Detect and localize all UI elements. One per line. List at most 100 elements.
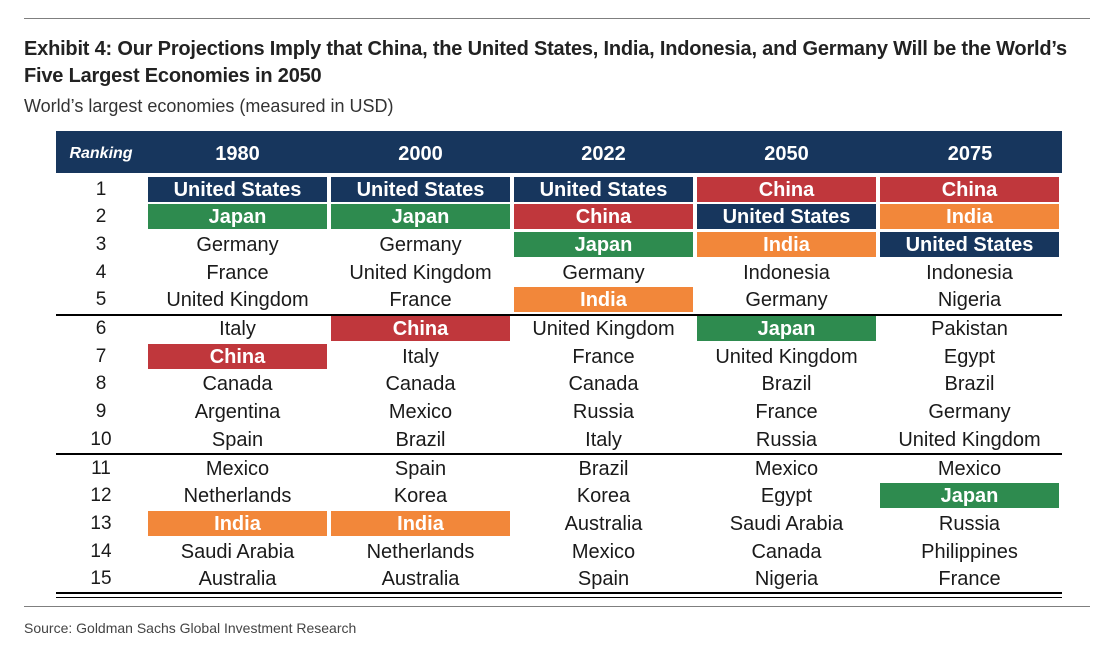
country-cell: United Kingdom bbox=[715, 345, 858, 368]
exhibit-subtitle: World’s largest economies (measured in U… bbox=[24, 96, 394, 116]
country-cell: France bbox=[206, 261, 269, 284]
country-cell: Spain bbox=[211, 428, 264, 451]
table-bottom-rule bbox=[56, 597, 1062, 598]
country-cell: Italy bbox=[585, 428, 622, 451]
country-cell: Spain bbox=[577, 568, 630, 591]
year-header: 2000 bbox=[398, 143, 443, 165]
rank-number: 12 bbox=[90, 485, 112, 507]
country-cell: China bbox=[331, 316, 510, 341]
country-cell: Japan bbox=[331, 204, 510, 230]
table-header: Ranking 1980 2000 2022 2050 2075 bbox=[56, 131, 1062, 173]
country-cell: France bbox=[755, 401, 818, 424]
country-cell: Germany bbox=[379, 233, 462, 256]
country-cell: Canada bbox=[751, 540, 822, 563]
country-cell: Korea bbox=[393, 485, 448, 508]
country-cell: United States bbox=[514, 176, 693, 202]
rank-number: 15 bbox=[90, 568, 112, 590]
rank-number: 7 bbox=[95, 345, 107, 367]
group-divider bbox=[56, 314, 1062, 316]
country-cell: China bbox=[148, 343, 327, 369]
country-cell: United States bbox=[331, 176, 510, 202]
country-cell: Japan bbox=[148, 204, 327, 230]
country-cell: Japan bbox=[514, 231, 693, 257]
rank-number: 14 bbox=[90, 540, 112, 562]
country-cell: Mexico bbox=[754, 457, 819, 480]
country-cell: Brazil bbox=[761, 373, 812, 396]
country-cell: Germany bbox=[745, 289, 828, 312]
country-cell: Indonesia bbox=[743, 261, 830, 284]
country-cell: United States bbox=[880, 231, 1059, 257]
table-bottom-rule bbox=[56, 592, 1062, 594]
country-cell: Korea bbox=[576, 485, 631, 508]
country-cell: Italy bbox=[219, 318, 256, 340]
country-cell: Australia bbox=[381, 568, 460, 591]
country-cell: Brazil bbox=[395, 428, 446, 451]
country-cell: Nigeria bbox=[754, 568, 819, 591]
country-cell: Egypt bbox=[760, 485, 813, 508]
country-cell: Brazil bbox=[578, 457, 629, 480]
country-cell: Australia bbox=[564, 512, 643, 535]
country-cell: Japan bbox=[880, 483, 1059, 509]
year-header: 2075 bbox=[947, 143, 993, 165]
country-cell: Indonesia bbox=[926, 261, 1013, 284]
year-header: 1980 bbox=[215, 143, 260, 165]
country-cell: Mexico bbox=[205, 457, 270, 480]
country-cell: Netherlands bbox=[183, 485, 292, 508]
rank-number: 3 bbox=[95, 233, 107, 255]
country-cell: Italy bbox=[402, 345, 439, 368]
country-cell: Saudi Arabia bbox=[729, 512, 844, 535]
country-cell: India bbox=[148, 510, 327, 536]
country-cell: India bbox=[331, 510, 510, 536]
rank-number: 11 bbox=[91, 457, 111, 479]
country-cell: Mexico bbox=[571, 540, 636, 563]
exhibit-title: Exhibit 4: Our Projections Imply that Ch… bbox=[24, 38, 1067, 87]
footer-divider bbox=[24, 606, 1090, 607]
group-divider bbox=[56, 453, 1062, 455]
rank-number: 4 bbox=[95, 261, 107, 283]
country-cell: Nigeria bbox=[937, 289, 1002, 312]
rank-number: 10 bbox=[90, 428, 112, 450]
country-cell: Pakistan bbox=[931, 318, 1008, 340]
source-note: Source: Goldman Sachs Global Investment … bbox=[24, 620, 357, 636]
rank-number: 6 bbox=[95, 318, 107, 339]
country-cell: Egypt bbox=[943, 345, 996, 368]
country-cell: Saudi Arabia bbox=[180, 540, 295, 563]
country-cell: France bbox=[572, 345, 635, 368]
country-cell: Mexico bbox=[388, 401, 453, 424]
country-cell: Argentina bbox=[194, 401, 281, 424]
country-cell: Philippines bbox=[921, 540, 1018, 563]
country-cell: Canada bbox=[385, 373, 456, 396]
country-cell: United States bbox=[697, 204, 876, 230]
rank-number: 9 bbox=[95, 401, 107, 423]
country-cell: United Kingdom bbox=[166, 289, 309, 312]
rank-number: 2 bbox=[95, 206, 107, 228]
country-cell: United States bbox=[148, 176, 327, 202]
country-cell: Germany bbox=[196, 233, 279, 256]
country-cell: India bbox=[880, 204, 1059, 230]
rank-number: 1 bbox=[95, 178, 107, 200]
top-divider bbox=[24, 18, 1090, 19]
year-header: 2050 bbox=[764, 143, 809, 165]
country-cell: Germany bbox=[562, 261, 645, 284]
country-cell: Mexico bbox=[937, 457, 1002, 480]
country-cell: United Kingdom bbox=[349, 261, 492, 284]
country-cell: China bbox=[697, 176, 876, 202]
country-cell: United Kingdom bbox=[532, 318, 675, 340]
country-cell: Spain bbox=[394, 457, 447, 480]
country-cell: India bbox=[697, 231, 876, 257]
country-cell: Russia bbox=[572, 401, 635, 424]
country-cell: Australia bbox=[198, 568, 277, 591]
rank-number: 5 bbox=[95, 289, 107, 311]
country-cell: France bbox=[389, 289, 452, 312]
country-cell: Canada bbox=[568, 373, 639, 396]
country-cell: France bbox=[938, 568, 1001, 591]
country-cell: China bbox=[880, 176, 1059, 202]
country-cell: Canada bbox=[202, 373, 273, 396]
country-cell: Brazil bbox=[944, 373, 995, 396]
country-cell: Russia bbox=[938, 512, 1001, 535]
country-cell: Germany bbox=[928, 401, 1011, 424]
country-cell: India bbox=[514, 287, 693, 313]
country-cell: Japan bbox=[697, 316, 876, 341]
country-cell: United Kingdom bbox=[898, 428, 1041, 451]
year-header: 2022 bbox=[581, 143, 626, 165]
